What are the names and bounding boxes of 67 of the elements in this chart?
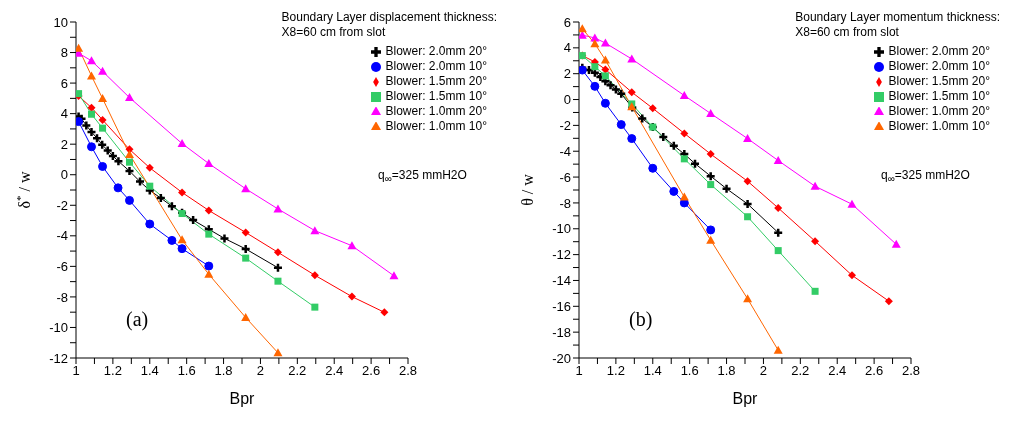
x-axis-title: Bpr <box>229 390 256 407</box>
x-tick-label: 2.6 <box>865 363 884 379</box>
y-tick-label: -10 <box>552 221 571 237</box>
legend-label: Blower: 2.0mm 20° <box>888 44 990 58</box>
legend-label: Blower: 2.0mm 10° <box>385 59 487 73</box>
y-tick-label: 6 <box>60 75 68 91</box>
legend-label: Blower: 1.5mm 10° <box>888 89 990 103</box>
y-tick-label: -20 <box>552 350 571 366</box>
annotation: (a) <box>126 308 149 331</box>
y-tick-label: 0 <box>563 92 571 108</box>
legend-title: Boundary Layer displacement thickness: X8=60 cm from slot <box>281 10 497 40</box>
x-tick-label: 1.2 <box>606 363 625 379</box>
x-tick-label: 2.2 <box>288 363 307 379</box>
y-tick-label: -12 <box>49 350 68 366</box>
legend-label: Blower: 1.5mm 20° <box>385 74 487 88</box>
x-tick-label: 2.2 <box>791 363 810 379</box>
y-tick-label: 6 <box>563 14 571 30</box>
legend-label: Blower: 2.0mm 20° <box>385 44 487 58</box>
y-tick-label: -6 <box>559 169 571 185</box>
legend-label: Blower: 1.0mm 10° <box>385 119 487 133</box>
x-axis-title: Bpr <box>732 390 759 407</box>
x-tick-label: 1.8 <box>214 363 233 379</box>
x-tick-label: 1.6 <box>680 363 699 379</box>
y-axis-title: θ / w <box>519 173 536 206</box>
legend-label: Blower: 1.5mm 10° <box>385 89 487 103</box>
legend-label: Blower: 1.0mm 20° <box>888 104 990 118</box>
y-tick-label: -2 <box>56 197 68 213</box>
legend-label: Blower: 2.0mm 10° <box>888 59 990 73</box>
x-tick-label: 1.2 <box>103 363 122 379</box>
x-tick-label: 2.8 <box>901 363 921 379</box>
x-tick-label: 1 <box>72 363 80 379</box>
y-tick-label: -10 <box>49 320 68 336</box>
y-tick-label: -6 <box>56 258 68 274</box>
x-tick-label: 1.4 <box>643 363 662 379</box>
y-tick-label: -2 <box>559 118 571 133</box>
y-tick-label: 4 <box>60 106 68 122</box>
x-tick-label: 1.6 <box>177 363 196 379</box>
x-tick-label: 1.4 <box>140 363 159 379</box>
x-tick-label: 2.6 <box>362 363 381 379</box>
annotation: q$_{∞}$=325 mmH2O <box>881 168 970 185</box>
x-tick-label: 2.8 <box>398 363 418 379</box>
x-tick-label: 2 <box>256 363 265 379</box>
y-tick-label: 2 <box>563 66 571 82</box>
y-tick-label: 0 <box>60 167 68 183</box>
y-tick-label: 2 <box>60 136 68 152</box>
x-tick-label: 2 <box>759 363 768 379</box>
legend-title: Boundary Layer momentum thickness: X8=60 cm from slot <box>795 10 1000 40</box>
legend-label: Blower: 1.0mm 20° <box>385 104 487 118</box>
annotation: q$_{∞}$=325 mmH2O <box>378 168 467 185</box>
x-tick-label: 2.4 <box>828 363 847 379</box>
y-tick-label: -14 <box>552 273 571 289</box>
y-tick-label: -4 <box>559 143 571 159</box>
y-tick-label: -18 <box>552 324 571 340</box>
x-tick-label: 1 <box>575 363 583 379</box>
annotation: (b) <box>629 308 653 331</box>
x-tick-label: 2.4 <box>325 363 344 379</box>
x-tick-label: 1.8 <box>717 363 736 379</box>
y-tick-label: -4 <box>56 228 68 244</box>
y-tick-label: -16 <box>552 298 571 314</box>
legend-label: Blower: 1.0mm 10° <box>888 119 990 133</box>
y-tick-label: -8 <box>56 289 68 305</box>
legend-label: Blower: 1.5mm 20° <box>888 74 990 88</box>
y-tick-label: 4 <box>563 40 571 56</box>
y-tick-label: 8 <box>60 45 68 61</box>
y-tick-label: 10 <box>53 14 68 30</box>
y-tick-label: -8 <box>559 195 571 211</box>
y-tick-label: -12 <box>552 247 571 263</box>
